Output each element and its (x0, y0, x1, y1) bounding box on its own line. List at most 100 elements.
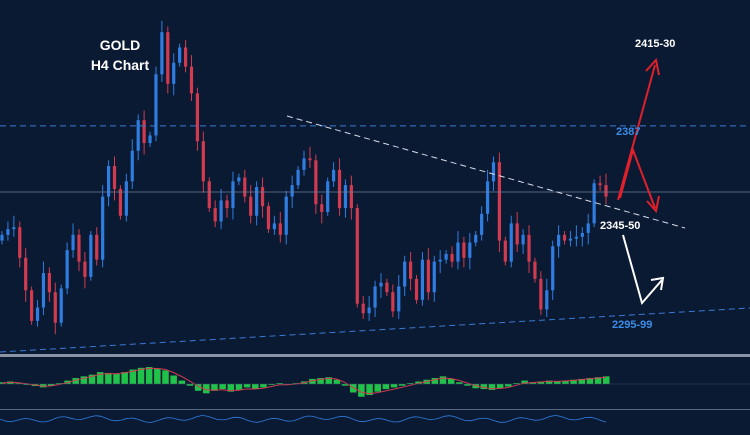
candle-body (71, 234, 75, 251)
candle-body (302, 158, 306, 170)
candle-body (195, 93, 200, 142)
candle-body (527, 234, 531, 262)
candle-body (580, 232, 584, 237)
candle-body (178, 47, 182, 63)
candle-body (444, 253, 448, 260)
candle-body (77, 234, 81, 262)
candle-body (290, 185, 294, 197)
candle-body (0, 234, 4, 241)
macd-signal-line (1, 367, 607, 395)
projection-arrows (617, 57, 665, 306)
candle-body (59, 288, 63, 323)
candle-body (148, 135, 152, 144)
macd-bar (358, 384, 365, 397)
candle-body (278, 223, 282, 235)
macd-bar (96, 372, 104, 384)
macd-bar (562, 380, 569, 384)
candle-body (604, 185, 608, 197)
candle-body (592, 183, 596, 224)
candle-body (426, 259, 430, 293)
macd-bar (276, 383, 284, 384)
candle-body (201, 141, 205, 182)
candle-body (491, 162, 496, 182)
panel-separator (0, 354, 750, 357)
candle-body (598, 183, 602, 186)
candle-body (35, 307, 40, 321)
macd-bar (317, 378, 324, 384)
macd-bar (349, 384, 357, 393)
candle-body (521, 234, 525, 245)
candle-body (142, 120, 146, 144)
candle-body (391, 292, 395, 312)
candle-body (408, 261, 413, 279)
candle-body (296, 169, 300, 186)
macd-bar (219, 384, 226, 390)
macd-bar (235, 384, 243, 390)
macd-bar (145, 367, 153, 384)
candle-body (101, 196, 105, 260)
macd-bar (121, 372, 128, 384)
candle-body (361, 303, 365, 314)
candle-body (515, 223, 519, 245)
candle-body (213, 208, 217, 222)
level-label-2345-50: 2345-50 (600, 220, 640, 232)
candle-body (385, 282, 389, 293)
candle-body (237, 177, 241, 182)
macd-bar (137, 367, 145, 384)
candle-body (249, 196, 253, 216)
candle-body (95, 234, 99, 260)
macd-bar (178, 380, 186, 384)
candle-body (154, 74, 158, 136)
level-label-2295-99: 2295-99 (612, 319, 652, 331)
panel-separator-2 (0, 409, 750, 410)
candle-body (397, 286, 401, 312)
macd-bar (80, 376, 88, 384)
candle-body (403, 261, 407, 287)
candle-body (438, 259, 442, 262)
ascending-trendline (0, 307, 750, 353)
bullish-arrow-head (645, 57, 660, 76)
candle-body (314, 160, 318, 205)
chart-subtitle: H4 Chart (91, 57, 150, 73)
candle-body (118, 188, 123, 216)
candle-body (450, 253, 454, 262)
candle-body (243, 177, 247, 197)
macd-bar (105, 372, 112, 384)
candle-body (503, 240, 507, 262)
macd-bar (186, 384, 194, 386)
macd-bar (243, 384, 251, 388)
oscillator-line (0, 415, 607, 423)
candle-body (255, 187, 259, 216)
bearish-projection-arrow (619, 146, 656, 209)
macd-bar (513, 383, 520, 384)
macd-bar (129, 369, 137, 384)
candle-body (47, 273, 51, 293)
macd-bar (521, 380, 528, 384)
macd-bar (529, 382, 537, 384)
candle-body (367, 307, 371, 314)
candle-body (136, 120, 140, 151)
candle-body (574, 236, 578, 239)
macd-bar (496, 384, 504, 389)
bearish-arrow-head (646, 195, 660, 214)
macd-bar (447, 378, 455, 384)
candle-body (420, 259, 425, 300)
macd-bar (23, 384, 30, 385)
macd-bar (15, 383, 22, 384)
candle-body (6, 229, 10, 235)
macd-histogram (0, 367, 610, 397)
candle-body (586, 223, 590, 233)
macd-bar (325, 377, 332, 384)
candle-body (41, 273, 46, 308)
macd-bar (88, 374, 96, 384)
candle-body (432, 261, 436, 293)
candle-body (266, 206, 271, 230)
macd-bar (203, 384, 210, 394)
candle-body (509, 223, 513, 262)
price-candles (0, 20, 608, 335)
macd-bar (162, 370, 169, 384)
candle-body (562, 234, 567, 241)
macd-bar (594, 377, 602, 384)
macd-bar (390, 384, 398, 388)
candle-body (308, 158, 312, 161)
